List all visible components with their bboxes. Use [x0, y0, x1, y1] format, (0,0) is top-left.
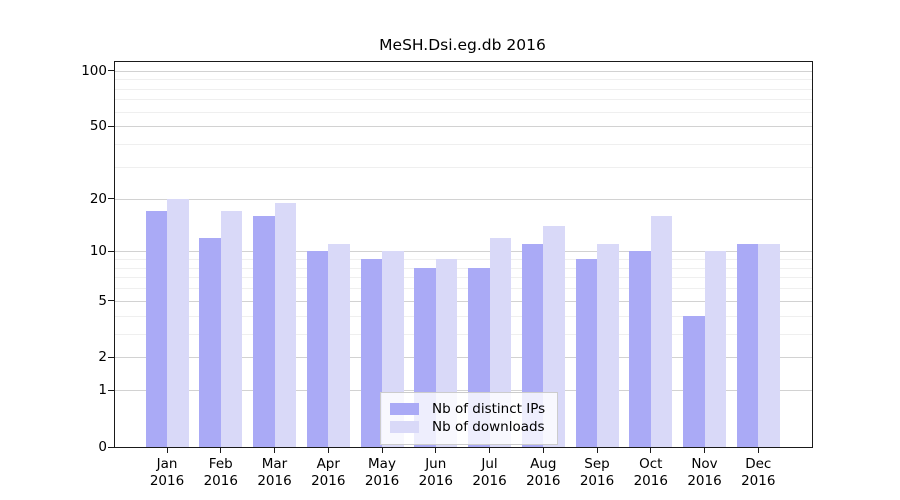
gridline-90	[115, 79, 812, 81]
gridline-4	[115, 315, 812, 317]
x-tick-label-apr: Apr 2016	[311, 456, 346, 489]
bar-sep-distinct-ips	[575, 259, 597, 447]
x-tick-label-jun: Jun 2016	[418, 456, 453, 489]
bar-feb-distinct-ips	[199, 237, 221, 447]
legend-item-downloads: Nb of downloads	[390, 419, 545, 435]
bar-mar-distinct-ips	[253, 215, 275, 447]
x-tick-aug	[542, 447, 544, 453]
bar-mar-downloads	[274, 202, 296, 447]
x-tick-nov	[704, 447, 705, 453]
gridline-100	[115, 70, 812, 72]
gridline-40	[115, 144, 812, 146]
y-tick-20	[108, 198, 115, 200]
bar-nov-downloads	[704, 251, 726, 447]
y-tick-label-2: 2	[98, 349, 107, 366]
gridline-6	[115, 288, 812, 290]
y-tick-label-1: 1	[98, 382, 107, 399]
x-tick-label-feb: Feb 2016	[203, 456, 238, 489]
x-tick-dec	[757, 447, 759, 453]
y-tick-5	[108, 300, 115, 302]
x-tick-jul	[489, 447, 490, 453]
bar-jan-distinct-ips	[145, 211, 167, 447]
y-tick-0	[108, 446, 115, 448]
bar-dec-distinct-ips	[736, 244, 759, 447]
gridline-30	[115, 166, 812, 168]
y-tick-label-5: 5	[98, 292, 107, 309]
gridline-9	[115, 259, 812, 261]
x-tick-may	[381, 447, 383, 453]
x-tick-mar	[274, 447, 275, 453]
y-tick-label-10: 10	[89, 243, 107, 260]
x-tick-oct	[650, 447, 652, 453]
x-tick-jun	[435, 447, 437, 453]
y-tick-label-20: 20	[89, 190, 107, 207]
plot-area: 0 1 2 5 10 20 50 100 Jan 2016 Feb 2016 Mar 2016 Apr 201…	[81, 61, 813, 489]
gridline-1	[115, 390, 812, 392]
legend: Nb of distinct IPs Nb of downloads	[380, 392, 559, 445]
y-tick-2	[108, 356, 115, 358]
legend-swatch-distinct-ips	[390, 403, 419, 415]
gridline-80	[115, 88, 812, 90]
legend-swatch-downloads	[390, 421, 419, 433]
bar-oct-distinct-ips	[629, 251, 651, 447]
gridline-20	[115, 198, 812, 200]
x-tick-label-dec: Dec 2016	[741, 456, 776, 489]
gridline-50	[115, 126, 812, 128]
y-tick-1	[108, 389, 115, 391]
x-tick-label-sep: Sep 2016	[579, 456, 615, 489]
bar-nov-distinct-ips	[683, 315, 705, 447]
bar-apr-downloads	[328, 244, 350, 447]
bar-may-distinct-ips	[360, 259, 382, 447]
gridline-70	[115, 99, 812, 101]
legend-label-distinct-ips: Nb of distinct IPs	[432, 401, 546, 417]
y-tick-100	[108, 70, 115, 72]
x-tick-sep	[596, 447, 598, 453]
bar-apr-distinct-ips	[306, 251, 329, 447]
y-tick-label-0: 0	[98, 439, 107, 455]
gridline-3	[115, 333, 812, 335]
gridline-60	[115, 111, 812, 113]
x-tick-label-jul: Jul 2016	[472, 456, 507, 489]
bar-jan-downloads	[167, 198, 189, 447]
y-tick-label-50: 50	[89, 118, 107, 135]
bar-sep-downloads	[597, 244, 619, 447]
bar-aug-downloads	[543, 226, 565, 447]
gridline-7	[115, 277, 812, 279]
x-tick-apr	[327, 447, 329, 453]
y-tick-50	[108, 125, 115, 127]
x-tick-label-jan: Jan 2016	[149, 456, 185, 489]
x-tick-label-oct: Oct 2016	[633, 456, 668, 489]
x-tick-feb	[220, 447, 222, 453]
gridline-10	[115, 251, 812, 253]
legend-item-distinct-ips: Nb of distinct IPs	[390, 401, 545, 417]
gridline-2	[115, 357, 812, 359]
x-tick-label-mar: Mar 2016	[257, 456, 292, 489]
x-tick-label-may: May 2016	[364, 456, 400, 489]
bar-dec-downloads	[758, 244, 780, 447]
x-tick-label-aug: Aug 2016	[526, 456, 561, 489]
gridline-5	[115, 300, 812, 302]
bar-oct-downloads	[650, 215, 673, 447]
gridline-8	[115, 267, 812, 269]
y-tick-10	[108, 250, 115, 252]
x-tick-jan	[166, 447, 168, 453]
x-tick-label-nov: Nov 2016	[687, 456, 722, 489]
bar-feb-downloads	[220, 211, 243, 447]
y-tick-label-100: 100	[81, 62, 107, 79]
chart-title: MeSH.Dsi.eg.db 2016	[379, 36, 546, 54]
legend-label-downloads: Nb of downloads	[432, 419, 545, 435]
